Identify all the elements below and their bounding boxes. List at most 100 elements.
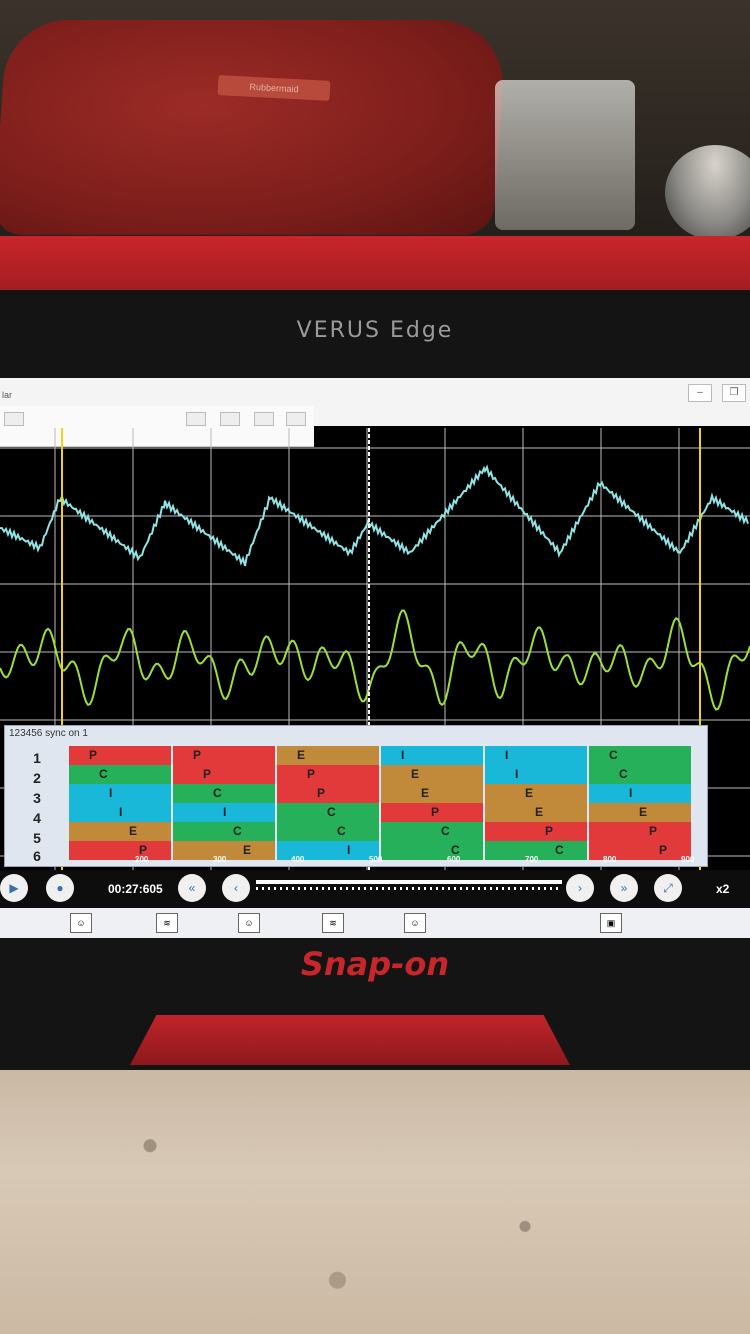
food-container-lid — [0, 20, 508, 235]
tablet-red-bumper — [0, 236, 750, 300]
granite-countertop — [0, 1065, 750, 1334]
zoom-fit-icon[interactable]: ⤢ — [654, 874, 682, 902]
phase-grid: P C I I E P P P C I C E E P P C C I I E E P C C I I E E P C C C I E P P 200 3… — [69, 746, 701, 864]
toolbar-button[interactable] — [254, 412, 274, 426]
phase-cell: E — [589, 803, 691, 822]
restore-icon[interactable]: ❐ — [722, 384, 746, 402]
phase-cell: P — [589, 841, 691, 860]
phase-cell: C — [173, 822, 275, 841]
phase-cell: I — [485, 746, 587, 765]
cylinder-label: 2 — [33, 770, 41, 786]
phase-letter: C — [619, 767, 628, 781]
window-title: lar — [2, 390, 13, 400]
trace-blue — [0, 464, 749, 567]
rewind-icon[interactable]: « — [178, 874, 206, 902]
trace-green — [0, 609, 750, 711]
phase-cell: I — [485, 765, 587, 784]
phase-letter: C — [327, 805, 336, 819]
minimize-icon[interactable]: – — [688, 384, 712, 402]
taskbar-tray-icon[interactable]: ▣ — [600, 913, 622, 933]
cylinder-label: 1 — [33, 750, 41, 766]
phase-letter: I — [223, 805, 227, 819]
phase-cell: P — [485, 822, 587, 841]
speed-readout: x2 — [716, 882, 730, 896]
phase-cell: C — [381, 841, 483, 860]
phase-letter: P — [659, 843, 668, 857]
phase-cell: P — [589, 822, 691, 841]
phase-cell: P — [277, 765, 379, 784]
x-tick-label: 800 — [603, 855, 617, 864]
phase-cell: E — [485, 803, 587, 822]
x-tick-label: 500 — [369, 855, 383, 864]
phase-cell: I — [173, 803, 275, 822]
phase-cell: I — [69, 803, 171, 822]
scrub-ticks — [256, 887, 562, 890]
cylinder-label: 6 — [33, 848, 41, 864]
cylinder-label: 5 — [33, 830, 41, 846]
phase-cell: E — [69, 822, 171, 841]
phase-letter: E — [297, 748, 306, 762]
phase-letter: C — [441, 824, 450, 838]
taskbar-app-icon[interactable]: ≋ — [322, 913, 344, 933]
phase-letter: I — [401, 748, 405, 762]
toolbar-button[interactable] — [186, 412, 206, 426]
phase-cell: I — [381, 746, 483, 765]
phase-letter: E — [525, 786, 534, 800]
phase-cell: I — [69, 784, 171, 803]
phase-cell: P — [69, 746, 171, 765]
step-forward-icon[interactable]: › — [566, 874, 594, 902]
fast-forward-icon[interactable]: » — [610, 874, 638, 902]
taskbar-app-icon[interactable]: ☺ — [70, 913, 92, 933]
phase-cell: E — [173, 841, 275, 860]
phase-cell: P — [173, 746, 275, 765]
phase-letter: E — [639, 805, 648, 819]
toolbar-button[interactable] — [4, 412, 24, 426]
taskbar: ☺ ≋ ☺ ≋ ☺ ▣ — [0, 908, 750, 938]
phase-letter: I — [515, 767, 519, 781]
toolbar-button[interactable] — [220, 412, 240, 426]
metal-bowl — [665, 145, 750, 240]
x-tick-label: 200 — [135, 855, 149, 864]
phase-cell: E — [485, 784, 587, 803]
phase-cell: C — [69, 765, 171, 784]
sync-panel-title: 123456 sync on 1 — [9, 728, 88, 739]
time-readout: 00:27:605 — [108, 882, 163, 896]
phase-letter: P — [317, 786, 326, 800]
phase-letter: C — [337, 824, 346, 838]
taskbar-app-icon[interactable]: ≋ — [156, 913, 178, 933]
phase-cell: C — [381, 822, 483, 841]
phase-letter: E — [411, 767, 420, 781]
taskbar-app-icon[interactable]: ☺ — [238, 913, 260, 933]
phase-cell: I — [589, 784, 691, 803]
phase-cell: E — [277, 746, 379, 765]
record-icon[interactable]: ● — [46, 874, 74, 902]
phase-letter: I — [119, 805, 123, 819]
phase-letter: P — [431, 805, 440, 819]
phase-letter: P — [193, 748, 202, 762]
phase-cell: P — [277, 784, 379, 803]
taskbar-app-icon[interactable]: ☺ — [404, 913, 426, 933]
phase-letter: C — [99, 767, 108, 781]
phase-letter: P — [139, 843, 148, 857]
phase-cell: C — [277, 822, 379, 841]
play-icon[interactable]: ▶ — [0, 874, 28, 902]
x-tick-label: 400 — [291, 855, 305, 864]
phase-cell: C — [589, 765, 691, 784]
toolbar-button[interactable] — [286, 412, 306, 426]
phase-cell: C — [173, 784, 275, 803]
phase-letter: P — [649, 824, 658, 838]
phase-cell: C — [277, 803, 379, 822]
phase-letter: C — [233, 824, 242, 838]
phase-letter: C — [555, 843, 564, 857]
x-tick-label: 600 — [447, 855, 461, 864]
phase-cell: C — [589, 746, 691, 765]
step-back-icon[interactable]: ‹ — [222, 874, 250, 902]
phase-letter: C — [213, 786, 222, 800]
phase-cell: P — [69, 841, 171, 860]
phase-letter: P — [307, 767, 316, 781]
x-tick-label: 700 — [525, 855, 539, 864]
scrub-bar[interactable] — [256, 880, 562, 884]
phase-letter: C — [609, 748, 618, 762]
toolbar-panel — [0, 406, 314, 447]
